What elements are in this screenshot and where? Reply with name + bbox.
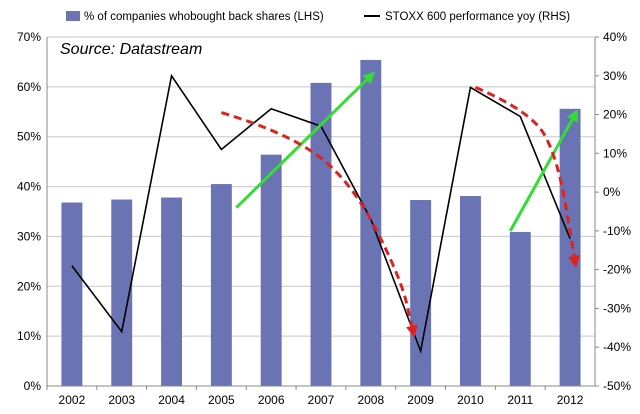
source-note: Source: Datastream [60, 41, 202, 58]
bar-2008 [360, 59, 382, 386]
right-tick-label: -30% [603, 301, 631, 315]
x-tick-label: 2010 [457, 393, 484, 407]
bar-2010 [459, 196, 481, 386]
left-tick-label: 60% [17, 80, 41, 94]
bar-2012 [559, 108, 581, 387]
bar-2002 [61, 202, 83, 386]
left-tick-label: 70% [17, 30, 41, 44]
x-tick-label: 2002 [59, 393, 86, 407]
annotations [220, 71, 581, 338]
legend: % of companies whobought back shares (LH… [66, 11, 570, 23]
bar-2009 [410, 200, 432, 386]
bar-2003 [111, 199, 133, 386]
left-tick-label: 50% [17, 130, 41, 144]
right-tick-label: -10% [603, 224, 631, 238]
right-tick-label: -20% [603, 263, 631, 277]
left-tick-label: 40% [17, 180, 41, 194]
right-tick-label: -40% [603, 340, 631, 354]
bar-2006 [260, 154, 282, 386]
x-tick-label: 2008 [357, 393, 384, 407]
x-tick-label: 2004 [158, 393, 185, 407]
legend-bar-swatch [66, 11, 80, 21]
right-tick-label: -50% [603, 379, 631, 393]
x-tick-label: 2005 [208, 393, 235, 407]
right-tick-label: 20% [603, 108, 627, 122]
left-tick-label: 30% [17, 229, 41, 243]
right-tick-label: 10% [603, 146, 627, 160]
bar-2004 [161, 197, 183, 386]
legend-line-label: STOXX 600 performance yoy (RHS) [385, 11, 570, 23]
red-dashed-arrow-1 [220, 111, 418, 338]
x-tick-label: 2007 [308, 393, 335, 407]
x-tick-label: 2011 [507, 393, 533, 407]
bar-2005 [210, 184, 232, 386]
green-arrow-1 [235, 71, 376, 209]
left-tick-label: 10% [17, 329, 41, 343]
bar-2007 [310, 82, 332, 387]
right-tick-label: 30% [603, 69, 627, 83]
right-tick-label: 40% [603, 30, 627, 44]
right-tick-label: 0% [603, 185, 621, 199]
x-tick-label: 2009 [407, 393, 434, 407]
red-dashed-arrow-2 [474, 86, 581, 268]
green-arrow-2 [508, 109, 578, 232]
legend-bar-label: % of companies whobought back shares (LH… [84, 11, 324, 23]
bar-2011 [509, 231, 531, 386]
axes: 0% 10% 20% 30% 40% 50% 60% 70% -50% -40% -30% -20% -… [17, 30, 631, 407]
x-tick-label: 2012 [557, 393, 584, 407]
bar-series [61, 59, 581, 387]
left-tick-label: 20% [17, 279, 41, 293]
x-tick-label: 2006 [258, 393, 285, 407]
x-tick-label: 2003 [108, 393, 135, 407]
left-tick-label: 0% [24, 379, 42, 393]
